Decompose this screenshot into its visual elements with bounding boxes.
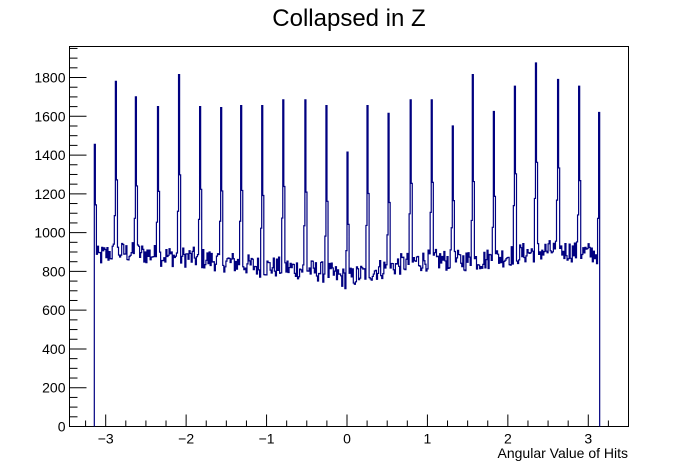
y-axis: 0 200 400 600 800 1000 1200 1400 1600 1800 xyxy=(34,47,87,435)
x-tick-label: 1 xyxy=(424,431,432,447)
x-tick-label: −2 xyxy=(178,431,194,447)
histogram-series-line xyxy=(93,62,601,427)
y-tick-label: 200 xyxy=(42,380,66,396)
chart-title: Collapsed in Z xyxy=(272,5,425,32)
x-tick-label: 2 xyxy=(504,431,512,447)
y-tick-label: 600 xyxy=(42,302,66,318)
x-tick-label: 3 xyxy=(584,431,592,447)
y-tick-label: 1400 xyxy=(34,147,65,163)
y-tick-label: 1600 xyxy=(34,108,65,124)
y-tick-label: 1800 xyxy=(34,70,65,86)
y-tick-label: 1200 xyxy=(34,186,65,202)
y-tick-label: 0 xyxy=(58,419,66,435)
y-tick-label: 1000 xyxy=(34,225,65,241)
x-tick-label: −3 xyxy=(98,431,114,447)
y-tick-label: 400 xyxy=(42,341,66,357)
x-axis: −3 −2 −1 0 1 2 3 xyxy=(85,414,629,447)
x-axis-title: Angular Value of Hits xyxy=(498,445,628,461)
plot-frame xyxy=(69,46,629,427)
x-tick-label: 0 xyxy=(343,431,351,447)
x-tick-label: −1 xyxy=(259,431,275,447)
y-tick-label: 800 xyxy=(42,263,66,279)
